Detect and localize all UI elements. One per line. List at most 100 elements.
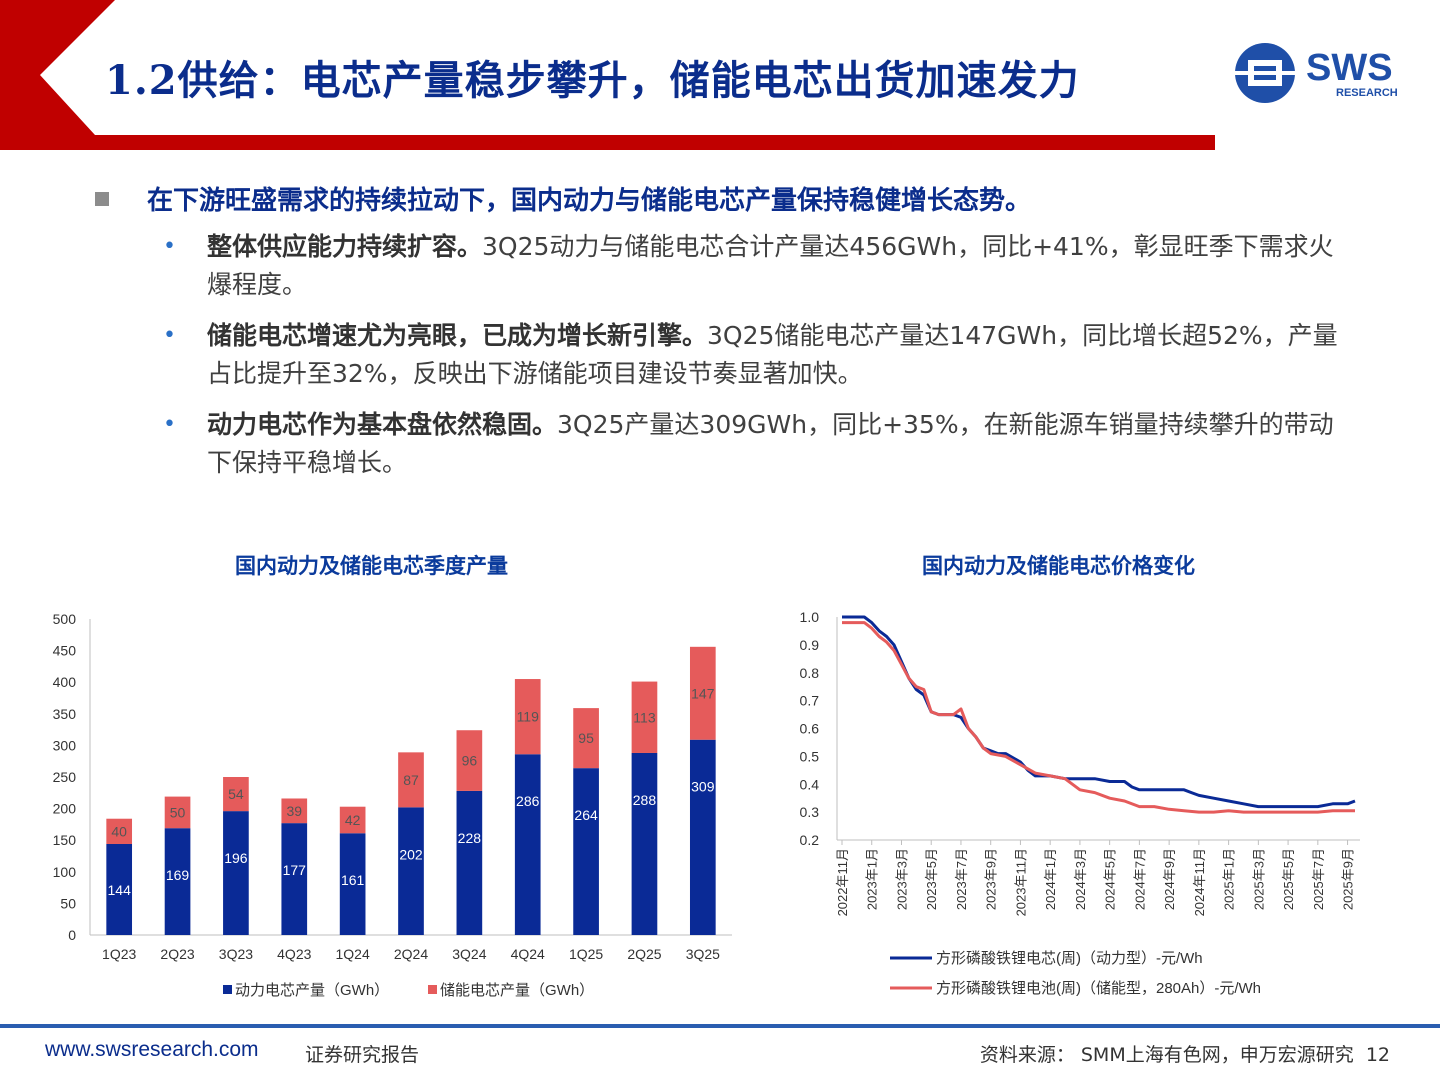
x-tick-label: 2025年1月	[1222, 848, 1237, 910]
y-tick-label: 0.4	[800, 776, 820, 792]
y-tick-label: 0.9	[800, 637, 820, 653]
y-tick-label: 400	[53, 674, 77, 690]
bar-storage	[514, 679, 541, 755]
bar-storage	[631, 681, 658, 753]
y-tick-label: 300	[53, 737, 77, 753]
line-chart: 1.0 0.9 0.8 0.7 0.6 0.5 0.4 0.3 0.2 2022年11月 2023年…	[800, 609, 1360, 997]
bar-power	[573, 768, 599, 935]
y-tick-label: 450	[53, 643, 77, 659]
x-tick-label: 2023年7月	[954, 848, 969, 910]
bar-storage	[573, 708, 599, 769]
bullet-text: 3Q25产量达309GWh，同比+35%，在新能源车销量持续攀升的带动下保持平稳…	[207, 410, 1334, 477]
bar-storage-label: 147	[691, 685, 715, 701]
logo-text: SWS	[1306, 47, 1393, 89]
sub-bullet-list: • 整体供应能力持续扩容。3Q25动力与储能电芯合计产量达456GWh，同比+4…	[163, 228, 1363, 495]
bar-storage	[106, 818, 133, 844]
bar-power-label: 169	[166, 867, 190, 883]
x-tick-label: 2025年3月	[1251, 848, 1266, 910]
bar-storage-label: 39	[286, 803, 302, 819]
bar-power-label: 177	[283, 862, 307, 878]
y-tick-label: 0.7	[800, 693, 820, 709]
x-tick-label: 2025年5月	[1281, 848, 1296, 910]
bar-storage	[281, 798, 308, 824]
x-tick-label: 2024年5月	[1103, 848, 1118, 910]
bar-power	[398, 807, 424, 935]
page-number: 12	[1365, 1044, 1390, 1066]
x-tick-label: 2024年3月	[1073, 848, 1088, 910]
list-item: • 动力电芯作为基本盘依然稳固。3Q25产量达309GWh，同比+35%，在新能…	[163, 406, 1363, 482]
y-tick-label: 500	[53, 611, 77, 627]
x-tick-label: 1Q23	[102, 946, 136, 962]
bar-storage	[164, 796, 191, 829]
bar-storage	[223, 777, 249, 812]
dot-bullet-icon: •	[163, 412, 176, 437]
bar-power	[281, 823, 308, 935]
footer-url-link[interactable]: www.swsresearch.com	[45, 1038, 259, 1061]
y-tick-label: 1.0	[800, 609, 820, 625]
bullet-bold: 动力电芯作为基本盘依然稳固。	[207, 410, 558, 439]
bar-power-label: 161	[341, 872, 365, 888]
page-title: 1.2供给：电芯产量稳步攀升，储能电芯出货加速发力	[105, 57, 1080, 104]
bar-storage-label: 50	[170, 804, 186, 820]
bullet-bold: 储能电芯增速尤为亮眼，已成为增长新引擎。	[207, 321, 708, 350]
x-tick-label: 2022年11月	[835, 848, 850, 916]
bar-power	[689, 739, 716, 935]
bar-storage-label: 54	[228, 786, 244, 802]
x-tick-label: 2025年9月	[1341, 848, 1356, 910]
y-tick-label: 150	[53, 832, 77, 848]
bar-storage-label: 95	[578, 730, 594, 746]
y-tick-label: 0.3	[800, 804, 820, 820]
square-bullet-icon	[95, 191, 109, 206]
x-tick-label: 3Q25	[686, 946, 720, 962]
bar-power-label: 228	[458, 830, 482, 846]
logo-subtext: RESEARCH	[1336, 87, 1398, 99]
legend-label-storage: 储能电芯产量（GWh）	[440, 982, 594, 999]
x-tick-label: 2Q23	[160, 946, 194, 962]
legend-label-power: 动力电芯产量（GWh）	[235, 982, 389, 999]
bullet-text: 3Q25储能电芯产量达147GWh，同比增长超52%，产量占比提升至32%，反映…	[207, 321, 1338, 388]
x-tick-label: 2023年11月	[1013, 848, 1028, 916]
x-tick-label: 3Q23	[219, 946, 253, 962]
line-power-series	[842, 615, 1356, 809]
x-tick-label: 2024年9月	[1162, 848, 1177, 910]
legend-label: 方形磷酸铁锂电芯(周)（动力型）-元/Wh	[936, 950, 1203, 967]
x-tick-label: 2024年1月	[1043, 848, 1058, 910]
x-tick-label: 2024年7月	[1132, 848, 1147, 910]
x-tick-label: 2023年5月	[924, 848, 939, 910]
bar-power-label: 288	[633, 792, 657, 808]
sws-logo: SWS RESEARCH	[1230, 38, 1410, 108]
dot-bullet-icon: •	[163, 234, 176, 259]
bar-storage-label: 96	[462, 753, 478, 769]
x-tick-label: 4Q24	[511, 946, 545, 962]
bar-power-label: 264	[574, 807, 598, 823]
y-tick-label: 200	[53, 801, 77, 817]
bar-storage-label: 42	[345, 812, 361, 828]
source-text: 资料来源： SMM上海有色网，申万宏源研究	[979, 1044, 1354, 1066]
y-tick-label: 250	[53, 769, 77, 785]
bar-power-label: 286	[516, 793, 540, 809]
x-tick-label: 1Q24	[336, 946, 370, 962]
list-item: • 整体供应能力持续扩容。3Q25动力与储能电芯合计产量达456GWh，同比+4…	[163, 228, 1363, 304]
y-tick-label: 100	[53, 864, 77, 880]
x-tick-label: 1Q25	[569, 946, 603, 962]
line-storage-series	[842, 621, 1355, 814]
bar-power	[631, 752, 658, 935]
bar-power-label: 309	[691, 779, 715, 795]
bar-storage-label: 119	[517, 709, 540, 725]
x-tick-label: 2024年11月	[1192, 848, 1207, 916]
y-tick-label: 350	[53, 706, 77, 722]
y-tick-label: 0.6	[800, 721, 820, 737]
y-tick-label: 0.5	[800, 748, 820, 764]
bar-power	[456, 790, 483, 935]
bar-power	[514, 754, 541, 935]
x-tick-label: 2Q25	[627, 946, 661, 962]
legend-swatch-power	[223, 985, 232, 994]
y-tick-label: 0	[68, 927, 76, 943]
bar-power-label: 202	[399, 846, 423, 862]
bar-power-label: 196	[224, 850, 248, 866]
bar-storage	[456, 730, 483, 791]
x-tick-label: 3Q24	[452, 946, 486, 962]
y-tick-label: 0.8	[800, 665, 820, 681]
x-tick-label: 2023年9月	[984, 848, 999, 910]
bar-storage	[689, 646, 716, 740]
